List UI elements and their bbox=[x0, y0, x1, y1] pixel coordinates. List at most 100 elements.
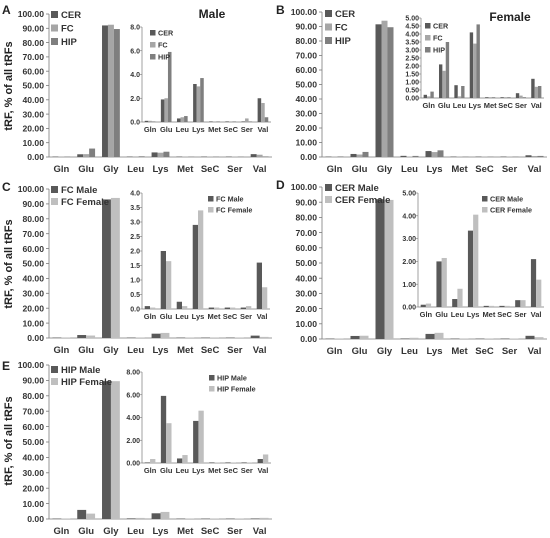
panel-e-label: E bbox=[2, 359, 10, 373]
panel-a-inset-bar-gln-s1 bbox=[144, 120, 149, 122]
panel-d-xtick-sec: SeC bbox=[475, 346, 494, 357]
panel-e-legend-swatch-1 bbox=[51, 366, 58, 373]
panel-b-main-bar-lys-s3 bbox=[437, 150, 444, 157]
panel-a-main-bar-val-s3 bbox=[262, 156, 269, 157]
panel-b-xtick-val: Val bbox=[528, 164, 542, 175]
panel-a-xtick-ser: Ser bbox=[227, 164, 243, 175]
panel-b-inset-bar-leu-s2 bbox=[457, 96, 462, 98]
panel-a-inset-xtick-val: Val bbox=[257, 125, 268, 134]
panel-a-inset-legend-label-2: FC bbox=[158, 41, 168, 50]
panel-e-main-bar-val-s1 bbox=[250, 518, 260, 519]
panel-d-inset-bar-gln-s1 bbox=[420, 304, 426, 307]
panel-d-inset-xtick-leu: Leu bbox=[451, 310, 465, 319]
panel-a-legend-swatch-1 bbox=[51, 11, 58, 18]
panel-d-ytick: 30.00 bbox=[295, 289, 317, 299]
panel-b-xtick-gly: Gly bbox=[377, 164, 393, 175]
panel-e-inset-legend-label-1: HIP Male bbox=[217, 374, 247, 383]
panel-e-inset-bar-gln-s2 bbox=[150, 459, 156, 463]
panel-c-xtick-gly: Gly bbox=[103, 345, 119, 356]
panel-d-main-bar-val-s1 bbox=[525, 335, 535, 339]
panel-b-inset-bar-met-s3 bbox=[491, 97, 496, 98]
panel-b-ytick: 70.00 bbox=[295, 51, 317, 61]
panel-b-inset-ytick: 3.00 bbox=[405, 48, 419, 55]
panel-d-inset-legend-swatch-1 bbox=[482, 196, 488, 202]
panel-c-inset-ytick: 4.0 bbox=[130, 191, 140, 198]
panel-b-main-bar-glu-s3 bbox=[362, 151, 369, 158]
panel-e-inset-ytick: 0.00 bbox=[126, 461, 140, 468]
panel-d-inset-ytick: 3.00 bbox=[402, 236, 416, 243]
panel-c-inset-bar-gln-s1 bbox=[144, 306, 150, 309]
panel-e-inset-legend-swatch-2 bbox=[209, 386, 215, 392]
panel-a-inset-bar-leu-s2 bbox=[180, 117, 185, 122]
panel-e-ytick: 40.00 bbox=[22, 453, 44, 463]
panel-e-inset-bar-lys-s1 bbox=[193, 420, 199, 463]
panel-a-inset-xtick-glu: Glu bbox=[160, 125, 173, 134]
panel-e-inset-xtick-val: Val bbox=[257, 466, 268, 475]
panel-a-main-bar-glu-s3 bbox=[89, 148, 96, 157]
panel-e-inset-ytick: 4.00 bbox=[126, 415, 140, 422]
panel-a-inset-bar-val-s1 bbox=[257, 98, 262, 122]
panel-b-inset-bar-ser-s1 bbox=[515, 93, 520, 98]
panel-a-legend-label-2: FC bbox=[61, 24, 74, 35]
panel-e-ytick: 70.00 bbox=[22, 406, 44, 416]
panel-a-ytick: 50.00 bbox=[22, 81, 44, 91]
panel-c-inset-bar-sec-s1 bbox=[224, 307, 230, 309]
panel-c-inset-legend-label-2: FC Female bbox=[216, 206, 252, 215]
panel-c-ytick: 10.00 bbox=[22, 318, 44, 328]
panel-e-ytick: 0.00 bbox=[27, 514, 44, 524]
panel-e-inset-ytick: 8.00 bbox=[126, 370, 140, 377]
panel-a-inset-bar-glu-s3 bbox=[167, 51, 172, 122]
panel-e-ylabel: tRF, % of all tRFs bbox=[3, 396, 15, 485]
panel-c-legend-label-2: FC Female bbox=[61, 197, 109, 208]
panel-b-inset-bar-glu-s1 bbox=[438, 64, 443, 98]
panel-b-inset-bar-sec-s2 bbox=[503, 97, 508, 98]
panel-b-inset-bar-lys-s3 bbox=[476, 24, 480, 98]
panel-a-ytick: 70.00 bbox=[22, 52, 44, 62]
panel-d-inset-bar-val-s1 bbox=[530, 259, 537, 307]
panel-c-main-bar-val-s1 bbox=[250, 335, 260, 338]
panel-a-inset-ytick: 8.0 bbox=[130, 25, 140, 32]
panel-b-xtick-ser: Ser bbox=[502, 164, 518, 175]
panel-c-inset-bar-val-s2 bbox=[262, 287, 268, 309]
panel-a-inset-bar-gln-s3 bbox=[151, 121, 156, 122]
panel-d-ytick: 80.00 bbox=[295, 213, 317, 223]
panel-d-inset-bar-lys-s1 bbox=[467, 230, 474, 307]
panel-b-legend-label-3: HIP bbox=[335, 36, 352, 47]
panel-d-inset-ytick: 2.00 bbox=[402, 259, 416, 266]
panel-a-inset-bar-met-s1 bbox=[209, 121, 213, 122]
panel-b-inset-legend-label-3: HIP bbox=[433, 46, 445, 55]
panel-a-inset-bar-lys-s3 bbox=[200, 78, 204, 122]
panel-d-inset-xtick-met: Met bbox=[482, 310, 495, 319]
panel-d-xtick-gln: Gln bbox=[327, 346, 343, 357]
panel-a-inset-legend-swatch-3 bbox=[150, 54, 156, 60]
panel-e-inset-bar-glu-s2 bbox=[166, 423, 172, 463]
panel-b-inset-xtick-ser: Ser bbox=[515, 101, 527, 110]
panel-a-inset-legend-label-1: CER bbox=[158, 29, 174, 38]
panel-e-ytick: 100.00 bbox=[18, 360, 45, 370]
panel-b-xtick-lys: Lys bbox=[426, 164, 442, 175]
panel-c-inset-bar-ser-s2 bbox=[246, 306, 252, 309]
panel-a-inset-bar-lys-s2 bbox=[196, 86, 201, 123]
panel-b-main-bar-glu-s2 bbox=[356, 154, 363, 157]
panel-d-inset-xtick-glu: Glu bbox=[435, 310, 448, 319]
panel-b-inset-bar-sec-s3 bbox=[507, 97, 511, 98]
panel-a-xtick-val: Val bbox=[253, 164, 267, 175]
panel-e-xtick-val: Val bbox=[253, 526, 267, 537]
panel-e-ytick: 20.00 bbox=[22, 483, 44, 493]
panel-e-inset-ytick: 6.00 bbox=[126, 392, 140, 399]
panel-b-inset-legend-swatch-3 bbox=[425, 47, 431, 53]
panel-a-xtick-leu: Leu bbox=[127, 164, 144, 175]
panel-d-inset-bar-val-s2 bbox=[536, 279, 542, 307]
panel-a-main-bar-leu-s3 bbox=[138, 156, 145, 157]
panel-e-inset-bar-val-s2 bbox=[262, 454, 269, 463]
panel-a-inset-legend-label-3: HIP bbox=[158, 53, 170, 62]
panel-a-inset-ytick: 4.0 bbox=[130, 72, 140, 79]
panel-d-inset-bar-ser-s1 bbox=[515, 300, 521, 307]
panel-b-legend-label-1: CER bbox=[335, 9, 355, 20]
panel-a-inset-bar-ser-s1 bbox=[241, 121, 246, 122]
panel-a-inset-bar-met-s2 bbox=[212, 121, 217, 122]
panel-b-inset-ytick: 1.50 bbox=[405, 72, 419, 79]
panel-b-inset-legend-label-1: CER bbox=[433, 22, 449, 31]
panel-b-main-bar-glu-s1 bbox=[350, 153, 357, 158]
panel-a-ytick: 0.00 bbox=[27, 152, 44, 162]
